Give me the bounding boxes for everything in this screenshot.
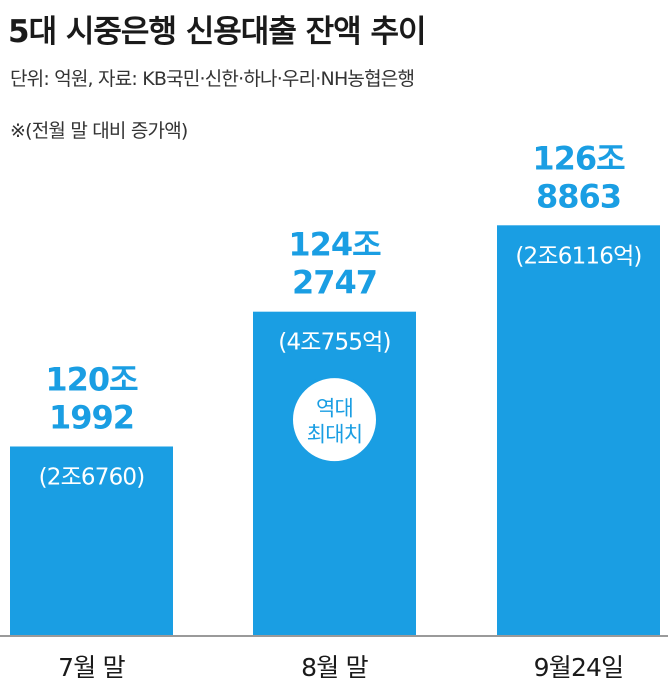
change-label-2: (4조755억) — [278, 330, 390, 356]
value-label-3-line2: 8863 — [536, 177, 621, 215]
value-label-2-line2: 2747 — [292, 264, 377, 302]
category-label-1: 7월 말 — [58, 653, 125, 682]
bar-3 — [497, 225, 660, 635]
category-label-3: 9월24일 — [534, 653, 624, 682]
change-label-1: (2조6760) — [39, 464, 145, 490]
category-label-2: 8월 말 — [301, 653, 368, 682]
value-label-3-line1: 126조 — [532, 139, 625, 177]
record-high-badge-line1: 역대 — [316, 397, 353, 421]
bar-1 — [10, 446, 173, 635]
value-label-1-line2: 1992 — [49, 398, 134, 436]
record-high-badge — [290, 375, 379, 465]
value-label-2-line1: 124조 — [288, 226, 381, 264]
chart-title: 5대 시중은행 신용대출 잔액 추이 — [8, 14, 426, 50]
bar-2 — [253, 311, 416, 635]
chart-note: ※(전월 말 대비 증가액) — [10, 120, 188, 142]
chart-baseline — [0, 635, 668, 637]
value-label-1-line1: 120조 — [45, 360, 138, 398]
chart-subtitle: 단위: 억원, 자료: KB국민·신한·하나·우리·NH농협은행 — [10, 68, 415, 90]
record-high-badge-line2: 최대치 — [307, 423, 363, 447]
change-label-3: (2조6116억) — [515, 243, 641, 269]
